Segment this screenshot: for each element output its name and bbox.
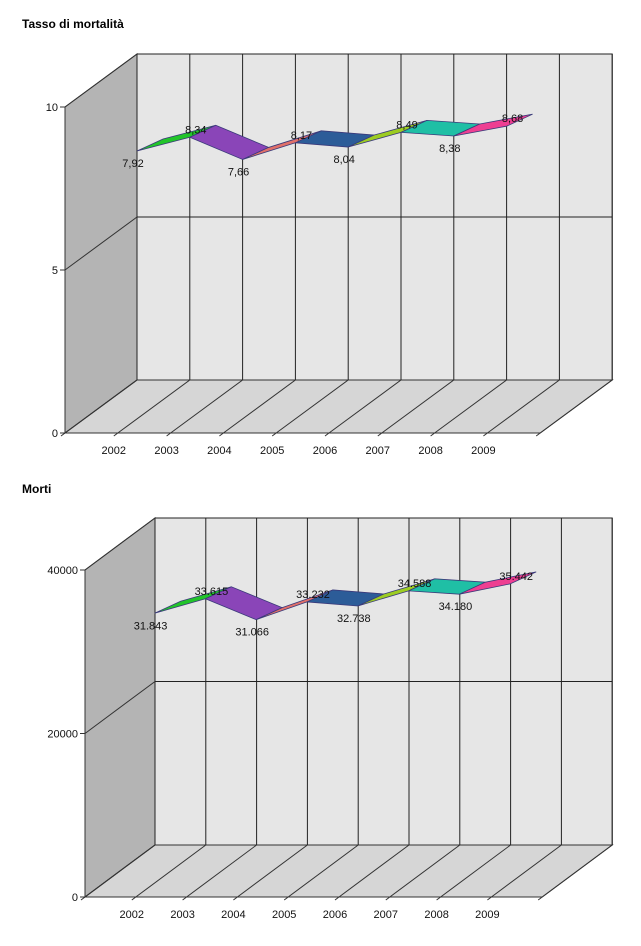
floor-gridline [237, 844, 308, 898]
floor [63, 379, 614, 434]
wall-gridline [64, 53, 138, 108]
ribbon-segment [459, 571, 537, 595]
floor-gridline [440, 844, 511, 898]
x-tick-label: 2002 [120, 909, 144, 921]
data-label: 7,92 [122, 158, 143, 170]
x-tick-label: 2003 [170, 909, 194, 921]
y-tick-label: 20000 [47, 729, 78, 741]
wall-gridline [64, 216, 138, 271]
x-tick [535, 432, 541, 437]
data-label: 33.232 [296, 589, 330, 601]
data-label: 31.066 [235, 627, 269, 639]
x-tick [166, 432, 171, 437]
x-tick [430, 432, 435, 437]
x-tick-label: 2006 [313, 445, 337, 457]
floor-gridline [135, 844, 207, 898]
y-tick-label: 0 [52, 428, 58, 440]
x-tick-label: 2004 [207, 445, 231, 457]
x-tick-label: 2006 [323, 909, 347, 921]
x-tick [487, 896, 492, 901]
wall-gridline [64, 379, 138, 434]
data-label: 33.615 [195, 586, 229, 598]
data-label: 31.843 [134, 620, 168, 632]
x-tick-label: 2007 [366, 445, 390, 457]
ribbon-segment [453, 113, 533, 137]
x-tick-label: 2003 [154, 445, 178, 457]
y-tick-label: 10 [46, 102, 58, 114]
floor-gridline [275, 379, 349, 434]
floor-gridline [287, 844, 359, 898]
floor-gridline [170, 379, 243, 434]
floor-gridline [381, 379, 455, 434]
x-tick-label: 2004 [221, 909, 245, 921]
floor-gridline [491, 844, 562, 898]
y-tick-label: 40000 [47, 565, 78, 577]
x-tick-label: 2009 [475, 909, 499, 921]
floor-gridline [223, 379, 296, 434]
floor-gridline [539, 379, 613, 434]
data-label: 35.442 [499, 571, 533, 583]
x-tick [377, 432, 383, 437]
wall-gridline [84, 681, 156, 734]
x-tick [537, 896, 543, 901]
chart-2: 0 20000 40000 2002 2003 2004 2005 2006 2007 2008 2… [47, 517, 614, 921]
floor-gridline [338, 844, 410, 898]
x-tick-label: 2002 [102, 445, 126, 457]
data-label: 8,38 [439, 143, 460, 155]
x-tick-label: 2008 [424, 909, 448, 921]
x-tick [219, 432, 224, 437]
y-tick-label: 0 [72, 892, 78, 904]
floor-gridline [117, 379, 191, 434]
data-label: 8,34 [185, 124, 206, 136]
chart2-title: Morti [22, 482, 52, 496]
floor-gridline [186, 844, 257, 898]
x-tick [436, 896, 441, 901]
x-tick [324, 432, 330, 437]
data-label: 8,68 [502, 113, 523, 125]
x-tick [233, 896, 238, 901]
x-tick [113, 432, 119, 437]
x-tick [182, 896, 187, 901]
floor-gridline [389, 844, 461, 898]
floor-gridline [328, 379, 402, 434]
wall-gridline [84, 844, 156, 898]
chart1-title: Tasso di mortalità [22, 17, 124, 31]
x-tick [385, 896, 391, 901]
x-tick-label: 2008 [418, 445, 442, 457]
x-tick [271, 432, 277, 437]
data-label: 8,04 [333, 154, 354, 166]
x-tick [483, 432, 488, 437]
x-tick-label: 2005 [272, 909, 296, 921]
x-tick [131, 896, 137, 901]
floor [83, 844, 614, 898]
data-label: 34.180 [439, 601, 473, 613]
chart-1: 0 5 10 2002 2003 2004 2005 2006 2007 2008 2009 7,92… [46, 53, 614, 457]
x-tick [283, 896, 289, 901]
x-tick-label: 2005 [260, 445, 284, 457]
floor-gridline [541, 844, 613, 898]
floor-gridline [487, 379, 560, 434]
x-tick-label: 2009 [471, 445, 495, 457]
data-label: 8,49 [396, 119, 417, 131]
data-label: 7,66 [228, 166, 249, 178]
data-label: 32.738 [337, 613, 371, 625]
x-tick-label: 2007 [374, 909, 398, 921]
data-label: 8,17 [291, 130, 312, 142]
floor-gridline [434, 379, 507, 434]
data-label: 34.588 [398, 578, 432, 590]
wall-gridline [84, 517, 156, 571]
x-tick [334, 896, 340, 901]
y-tick-label: 5 [52, 265, 58, 277]
